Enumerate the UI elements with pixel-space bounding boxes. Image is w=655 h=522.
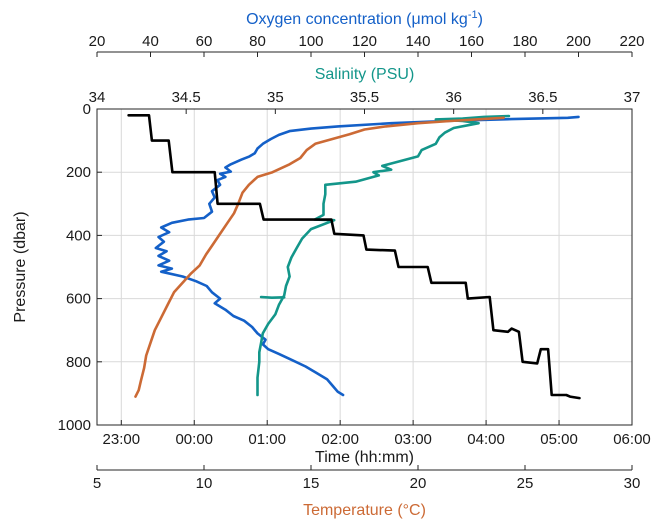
salinity-tick-label: 35 [267, 89, 284, 106]
oxygen-axis-title-text: Oxygen concentration (μmol kg [246, 11, 468, 28]
series-salinity-line [256, 114, 511, 397]
oxygen-tick-label: 20 [89, 33, 106, 50]
temperature-tick-label: 15 [303, 475, 320, 492]
y-tick-label: 400 [66, 227, 91, 244]
time-tick-label: 06:00 [613, 431, 651, 448]
time-tick-label: 02:00 [321, 431, 359, 448]
time-axis-title: Time (hh:mm) [315, 449, 414, 466]
y-tick-label: 0 [83, 101, 91, 118]
temperature-axis-title: Temperature (°C) [303, 502, 426, 519]
salinity-tick-label: 35.5 [350, 89, 379, 106]
series-oxygen-line [154, 115, 580, 397]
oxygen-axis-title: Oxygen concentration (μmol kg-1) [246, 9, 483, 28]
y-tick-label: 800 [66, 354, 91, 371]
oxygen-tick-label: 40 [142, 33, 159, 50]
series-time-line [127, 114, 581, 400]
salinity-axis-title: Salinity (PSU) [315, 66, 415, 83]
salinity-tick-label: 34 [89, 89, 106, 106]
temperature-tick-label: 20 [410, 475, 427, 492]
oxygen-axis-title-superscript: -1 [468, 9, 478, 21]
time-tick-label: 05:00 [540, 431, 578, 448]
oxygen-tick-label: 220 [619, 33, 644, 50]
salinity-tick-label: 36.5 [528, 89, 557, 106]
y-tick-label: 200 [66, 164, 91, 181]
temperature-tick-label: 25 [517, 475, 534, 492]
axes: 0 200 400 600 800 1000 34 34.5 35 35.5 36 36.5 37 23:… [58, 33, 651, 492]
oxygen-tick-label: 200 [566, 33, 591, 50]
y-tick-label: 1000 [58, 417, 91, 434]
oxygen-axis-title-close: ) [478, 11, 483, 28]
oxygen-tick-label: 160 [459, 33, 484, 50]
temperature-tick-label: 5 [93, 475, 101, 492]
salinity-tick-label: 36 [445, 89, 462, 106]
salinity-tick-label: 34.5 [172, 89, 201, 106]
time-tick-label: 04:00 [467, 431, 505, 448]
oxygen-tick-label: 140 [405, 33, 430, 50]
temperature-tick-label: 30 [624, 475, 641, 492]
oxygen-tick-label: 120 [352, 33, 377, 50]
time-tick-label: 00:00 [175, 431, 213, 448]
time-tick-label: 23:00 [103, 431, 141, 448]
y-tick-label: 600 [66, 291, 91, 308]
oxygen-tick-label: 80 [249, 33, 266, 50]
salinity-tick-label: 37 [624, 89, 641, 106]
time-tick-label: 03:00 [394, 431, 432, 448]
temperature-tick-label: 10 [196, 475, 213, 492]
oxygen-tick-label: 100 [298, 33, 323, 50]
pressure-axis-title: Pressure (dbar) [12, 211, 29, 322]
oxygen-tick-label: 60 [196, 33, 213, 50]
series-temperature-line [134, 116, 505, 398]
time-tick-label: 01:00 [248, 431, 286, 448]
oxygen-tick-label: 180 [512, 33, 537, 50]
series-salinity-lower-segment-line [259, 295, 286, 299]
data-series [127, 114, 581, 400]
